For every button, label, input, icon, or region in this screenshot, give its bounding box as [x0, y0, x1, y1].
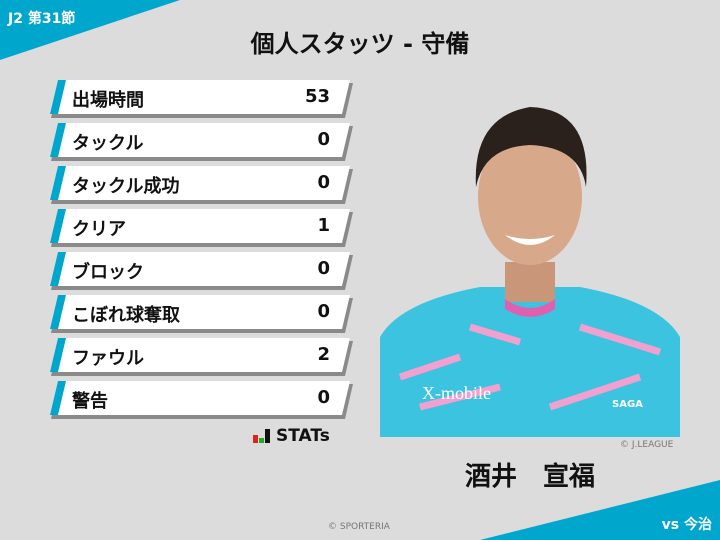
stat-value: 0: [317, 129, 330, 150]
stat-row-clearances: クリア 1: [48, 209, 358, 244]
stat-row-blocks: ブロック 0: [48, 252, 358, 287]
stat-value: 0: [317, 301, 330, 322]
page-title: 個人スタッツ - 守備: [250, 30, 470, 58]
player-name: 酒井 宣福: [464, 462, 595, 492]
stat-value: 2: [317, 344, 330, 365]
stats-brand-logo: STATs: [253, 426, 330, 446]
stat-label: 出場時間: [72, 90, 144, 111]
opponent-label: vs 今治: [661, 517, 712, 533]
stat-label: タックル成功: [72, 176, 180, 197]
stat-row-tackles: タックル 0: [48, 123, 358, 158]
stat-row-recoveries: こぼれ球奪取 0: [48, 295, 358, 330]
stat-row-minutes: 出場時間 53: [48, 80, 358, 115]
stat-value: 0: [317, 387, 330, 408]
jersey-club-text: SAGA: [612, 399, 643, 410]
stats-list: 出場時間 53 タックル 0 タックル成功 0 クリア 1 ブロック 0 こぼれ球奪取 0 …: [48, 80, 358, 424]
stat-label: 警告: [72, 391, 108, 412]
stat-value: 53: [304, 86, 330, 107]
stat-value: 0: [317, 258, 330, 279]
bar-chart-icon: [253, 429, 270, 443]
stat-row-tackles-won: タックル成功 0: [48, 166, 358, 201]
stat-label: こぼれ球奪取: [72, 305, 180, 326]
jersey-sponsor: X-mobile: [422, 383, 491, 403]
stat-label: ファウル: [72, 348, 144, 369]
stat-label: クリア: [72, 219, 126, 240]
stat-label: ブロック: [72, 262, 144, 283]
stat-value: 0: [317, 172, 330, 193]
footer-credit: © SPORTERIA: [328, 522, 390, 532]
stat-label: タックル: [72, 133, 144, 154]
stat-row-fouls: ファウル 2: [48, 338, 358, 373]
stat-value: 1: [317, 215, 330, 236]
stat-row-yellow-cards: 警告 0: [48, 381, 358, 416]
round-label: J2 第31節: [8, 11, 76, 27]
stats-logo-text: STATs: [276, 426, 330, 446]
player-photo: X-mobile SAGA: [380, 77, 680, 437]
photo-credit: © J.LEAGUE: [620, 440, 674, 450]
